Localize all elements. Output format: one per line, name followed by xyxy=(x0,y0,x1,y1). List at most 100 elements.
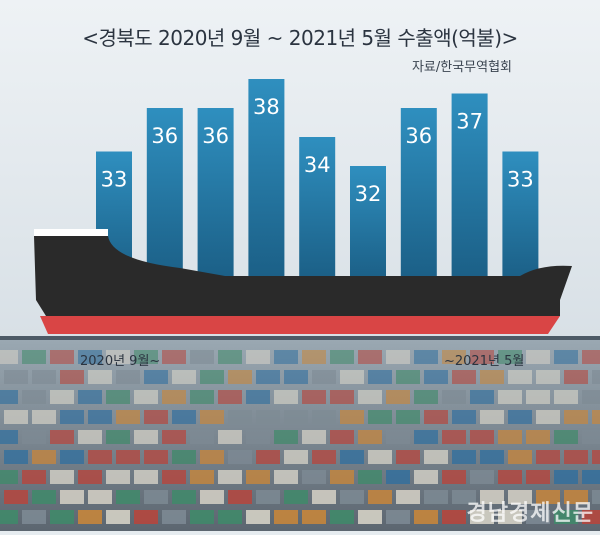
container-yard xyxy=(0,350,600,524)
container-block xyxy=(162,430,186,444)
container-block xyxy=(274,510,298,524)
container-block xyxy=(526,390,550,404)
container-block xyxy=(452,370,476,384)
container-block xyxy=(60,370,84,384)
container-block xyxy=(144,410,168,424)
container-block xyxy=(368,410,392,424)
chart-title: <경북도 2020년 9월 ~ 2021년 5월 수출액(억불)> xyxy=(82,26,518,50)
container-block xyxy=(256,450,280,464)
container-block xyxy=(340,370,364,384)
container-block xyxy=(330,430,354,444)
container-block xyxy=(200,370,224,384)
container-block xyxy=(190,470,214,484)
container-block xyxy=(302,470,326,484)
container-block xyxy=(4,490,28,504)
container-block xyxy=(340,490,364,504)
container-block xyxy=(582,350,600,364)
container-block xyxy=(414,430,438,444)
container-block xyxy=(340,410,364,424)
container-block xyxy=(284,490,308,504)
container-block xyxy=(498,390,522,404)
container-block xyxy=(50,510,74,524)
container-block xyxy=(564,490,588,504)
container-block xyxy=(368,450,392,464)
container-block xyxy=(0,350,18,364)
container-block xyxy=(564,410,588,424)
container-block xyxy=(330,390,354,404)
bar xyxy=(451,93,488,280)
container-block xyxy=(144,370,168,384)
container-block xyxy=(358,350,382,364)
container-block xyxy=(386,430,410,444)
container-block xyxy=(498,350,522,364)
container-block xyxy=(470,470,494,484)
container-block xyxy=(32,490,56,504)
container-block xyxy=(424,450,448,464)
container-block xyxy=(78,470,102,484)
bar xyxy=(197,108,234,280)
container-block xyxy=(218,390,242,404)
container-block xyxy=(284,370,308,384)
container-block xyxy=(526,470,550,484)
container-block xyxy=(256,490,280,504)
container-block xyxy=(358,510,382,524)
container-block xyxy=(274,390,298,404)
container-block xyxy=(106,510,130,524)
container-block xyxy=(190,430,214,444)
container-block xyxy=(218,350,242,364)
container-block xyxy=(442,390,466,404)
bar xyxy=(350,166,386,280)
container-block xyxy=(246,390,270,404)
container-block xyxy=(134,470,158,484)
container-block xyxy=(554,470,578,484)
container-block xyxy=(88,410,112,424)
container-block xyxy=(470,510,494,524)
container-block xyxy=(302,510,326,524)
container-block xyxy=(508,450,532,464)
container-block xyxy=(162,390,186,404)
container-block xyxy=(190,510,214,524)
container-block xyxy=(414,390,438,404)
container-block xyxy=(526,350,550,364)
container-block xyxy=(442,470,466,484)
container-block xyxy=(414,470,438,484)
container-block xyxy=(88,370,112,384)
container-block xyxy=(172,370,196,384)
container-block xyxy=(134,390,158,404)
container-block xyxy=(200,450,224,464)
container-block xyxy=(32,370,56,384)
container-block xyxy=(396,370,420,384)
container-block xyxy=(312,370,336,384)
container-block xyxy=(498,430,522,444)
bar xyxy=(502,151,539,280)
container-block xyxy=(452,410,476,424)
container-block xyxy=(358,470,382,484)
container-block xyxy=(480,410,504,424)
container-block xyxy=(330,510,354,524)
container-block xyxy=(358,430,382,444)
container-block xyxy=(536,450,560,464)
container-block xyxy=(386,510,410,524)
bar xyxy=(400,108,437,280)
bar-value-label: 38 xyxy=(253,95,280,119)
container-block xyxy=(256,370,280,384)
container-block xyxy=(442,350,466,364)
container-block xyxy=(386,390,410,404)
container-block xyxy=(554,390,578,404)
x-start-label: 2020년 9월~ xyxy=(80,354,161,369)
bar-value-label: 34 xyxy=(304,153,331,177)
container-block xyxy=(246,510,270,524)
container-block xyxy=(22,390,46,404)
container-block xyxy=(554,510,578,524)
bar-value-label: 36 xyxy=(151,124,178,148)
container-block xyxy=(22,350,46,364)
container-block xyxy=(330,470,354,484)
bar-value-label: 36 xyxy=(202,124,229,148)
container-block xyxy=(162,350,186,364)
container-block xyxy=(78,510,102,524)
bar-value-label: 37 xyxy=(456,110,483,134)
container-block xyxy=(0,430,18,444)
container-block xyxy=(312,410,336,424)
